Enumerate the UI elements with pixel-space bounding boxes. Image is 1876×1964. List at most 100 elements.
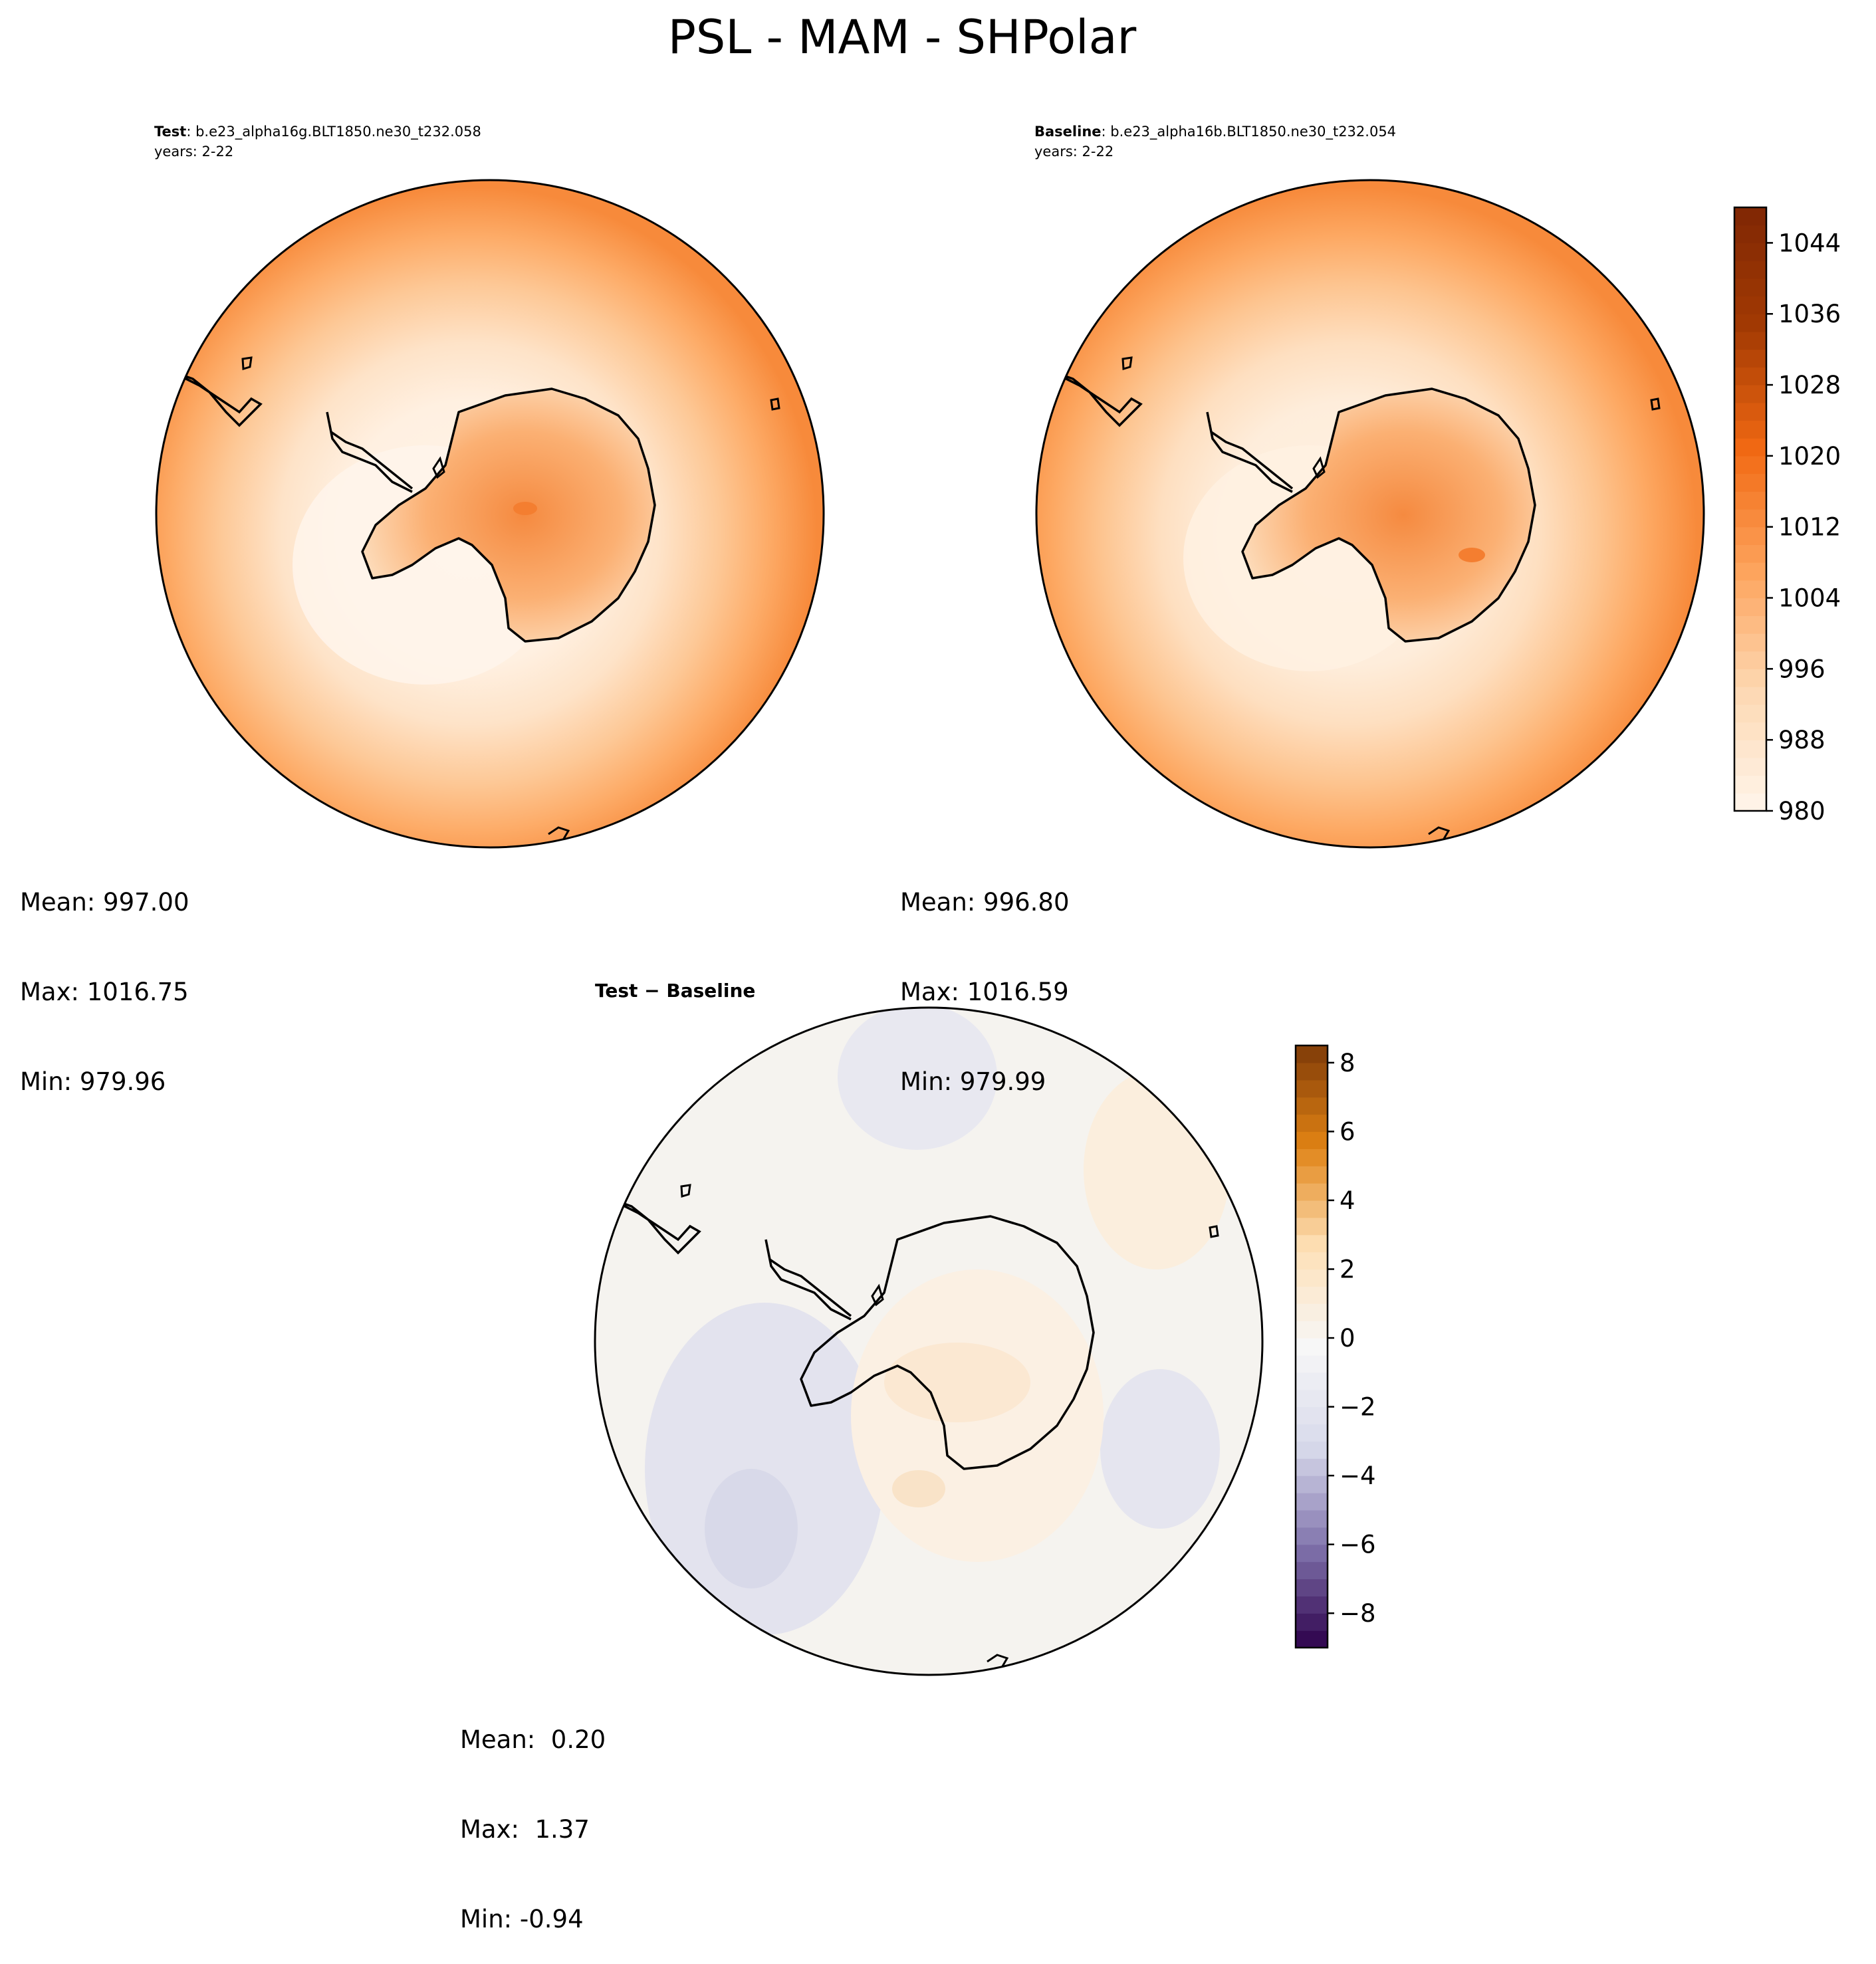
cbar-diff-level (1296, 1544, 1328, 1563)
cbar-main-level (1734, 669, 1766, 687)
cbar-diff-level (1296, 1355, 1328, 1373)
cbar-diff-level (1296, 1424, 1328, 1442)
diff-neg-region-2 (705, 1469, 798, 1588)
cbar-main-level (1734, 491, 1766, 510)
cbar-diff-level (1296, 1079, 1328, 1098)
cbar-diff-level (1296, 1372, 1328, 1390)
cbar-main-level (1734, 580, 1766, 599)
cbar-diff-level (1296, 1630, 1328, 1648)
map-baseline-island-3 (1428, 826, 1451, 839)
stats-baseline: Mean: 996.80 Max: 1016.59 Min: 979.99 (900, 827, 1070, 1127)
cbar-diff-tick-label: −8 (1340, 1599, 1376, 1628)
cbar-diff-level (1296, 1183, 1328, 1201)
map-baseline-antarctica (1206, 387, 1536, 643)
diff-neg-region-1 (645, 1303, 884, 1635)
stat-difference-mean: Mean: 0.20 (460, 1725, 606, 1754)
map-difference-antarctica (764, 1215, 1095, 1470)
panel-test-case: : b.e23_alpha16g.BLT1850.ne30_t232.058 (186, 124, 481, 140)
cbar-diff-level (1296, 1148, 1328, 1166)
panel-difference: Test − Baseline (594, 980, 1264, 1676)
figure: PSL - MAM - SHPolar Test: b.e23_alpha16g… (154, 10, 1841, 1676)
cbar-diff-tick-label: −2 (1340, 1393, 1376, 1422)
cbar-diff-level (1296, 1389, 1328, 1408)
panel-difference-label: Test − Baseline (595, 980, 755, 1002)
cbar-main-level (1734, 402, 1766, 421)
cbar-diff-level (1296, 1493, 1328, 1511)
cbar-main-level (1734, 687, 1766, 705)
diff-neg-region-4 (1100, 1369, 1220, 1529)
cbar-diff-tick-label: −6 (1340, 1531, 1376, 1559)
panel-test: Test: b.e23_alpha16g.BLT1850.ne30_t232.0… (154, 124, 825, 849)
cbar-main-level (1734, 207, 1766, 226)
cbar-main-tick-label: 1012 (1778, 513, 1841, 542)
cbar-main-tick-label: 980 (1778, 797, 1825, 825)
cbar-main-level (1734, 367, 1766, 385)
cbar-main-level (1734, 740, 1766, 758)
map-test-south-america (174, 371, 263, 427)
colorbar-main: 980 988 996 1004 1012 1020 1028 1036 1044 (1733, 206, 1841, 825)
cbar-main-level (1734, 633, 1766, 652)
cbar-diff-level (1296, 1269, 1328, 1287)
map-test-island-3 (548, 826, 570, 839)
cbar-main-level (1734, 722, 1766, 740)
cbar-main-level (1734, 598, 1766, 616)
panel-baseline-label: Baseline (1034, 124, 1102, 140)
diff-pos-region-1 (1084, 1070, 1230, 1269)
cbar-diff-tick-label: −4 (1340, 1462, 1376, 1490)
cbar-diff-level (1296, 1303, 1328, 1321)
cbar-diff-level (1296, 1045, 1328, 1063)
cbar-diff-level (1296, 1441, 1328, 1459)
cbar-diff-level (1296, 1200, 1328, 1218)
cbar-main-level (1734, 793, 1766, 812)
cbar-main-tick-label: 988 (1778, 726, 1825, 754)
cbar-diff-tick-label: 6 (1340, 1117, 1355, 1146)
cbar-main-tick-label: 1028 (1778, 371, 1841, 399)
cbar-main-level (1734, 296, 1766, 314)
cbar-diff-level (1296, 1509, 1328, 1528)
cbar-main-tick-label: 1036 (1778, 300, 1841, 328)
diff-pos-region-4 (892, 1470, 945, 1507)
cbar-main-tick-label: 1020 (1778, 442, 1841, 471)
cbar-diff-level (1296, 1596, 1328, 1614)
cbar-main-level (1734, 651, 1766, 669)
cbar-diff-level (1296, 1114, 1328, 1133)
map-difference-south-america (612, 1198, 701, 1255)
cbar-diff-tick-label: 8 (1340, 1049, 1355, 1077)
cbar-diff-level (1296, 1286, 1328, 1304)
cbar-main-level (1734, 473, 1766, 492)
diff-neg-region-3 (838, 1008, 997, 1150)
stat-test-max: Max: 1016.75 (20, 978, 189, 1006)
stat-test-min: Min: 979.96 (20, 1067, 166, 1096)
map-baseline-boundary (1035, 179, 1705, 849)
cbar-diff-tick-label: 4 (1340, 1186, 1355, 1215)
map-difference-island-1 (680, 1184, 691, 1198)
suptitle: PSL - MAM - SHPolar (668, 10, 1137, 64)
stat-difference-max: Max: 1.37 (460, 1815, 590, 1844)
cbar-main-level (1734, 385, 1766, 403)
cbar-main-level (1734, 562, 1766, 581)
cbar-main-level (1734, 278, 1766, 297)
cbar-diff-level (1296, 1166, 1328, 1184)
map-difference-boundary (594, 1006, 1264, 1676)
cbar-main-level (1734, 757, 1766, 776)
cbar-diff-level (1296, 1458, 1328, 1476)
colorbar-difference: −8 −6 −4 −2 0 2 4 6 8 (1294, 1044, 1376, 1649)
panel-baseline-years: years: 2-22 (1034, 144, 1114, 160)
cbar-main-tick-label: 996 (1778, 655, 1825, 683)
panel-baseline: Baseline: b.e23_alpha16b.BLT1850.ne30_t2… (1034, 124, 1705, 849)
cbar-main-level (1734, 349, 1766, 368)
map-test-boundary (155, 179, 825, 849)
cbar-diff-level (1296, 1097, 1328, 1115)
cbar-main-level (1734, 455, 1766, 475)
stat-baseline-max: Max: 1016.59 (900, 978, 1069, 1006)
cbar-diff-level (1296, 1613, 1328, 1631)
map-difference-island-3 (987, 1654, 1009, 1667)
cbar-main-frame (1733, 206, 1768, 812)
cbar-main-level (1734, 225, 1766, 244)
cbar-main-tick-label: 1004 (1778, 584, 1841, 613)
cbar-main-level (1734, 775, 1766, 794)
cbar-diff-level (1296, 1406, 1328, 1425)
map-baseline-south-america (1054, 371, 1143, 427)
stats-difference: Mean: 0.20 Max: 1.37 Min: -0.94 (460, 1665, 606, 1964)
cbar-diff-tick-label: 2 (1340, 1255, 1355, 1284)
